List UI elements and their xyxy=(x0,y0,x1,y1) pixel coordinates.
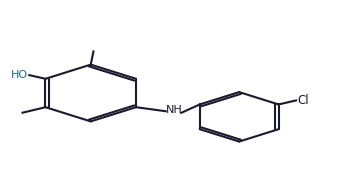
Text: HO: HO xyxy=(11,70,28,80)
Text: Cl: Cl xyxy=(298,94,309,107)
Text: NH: NH xyxy=(166,105,182,115)
